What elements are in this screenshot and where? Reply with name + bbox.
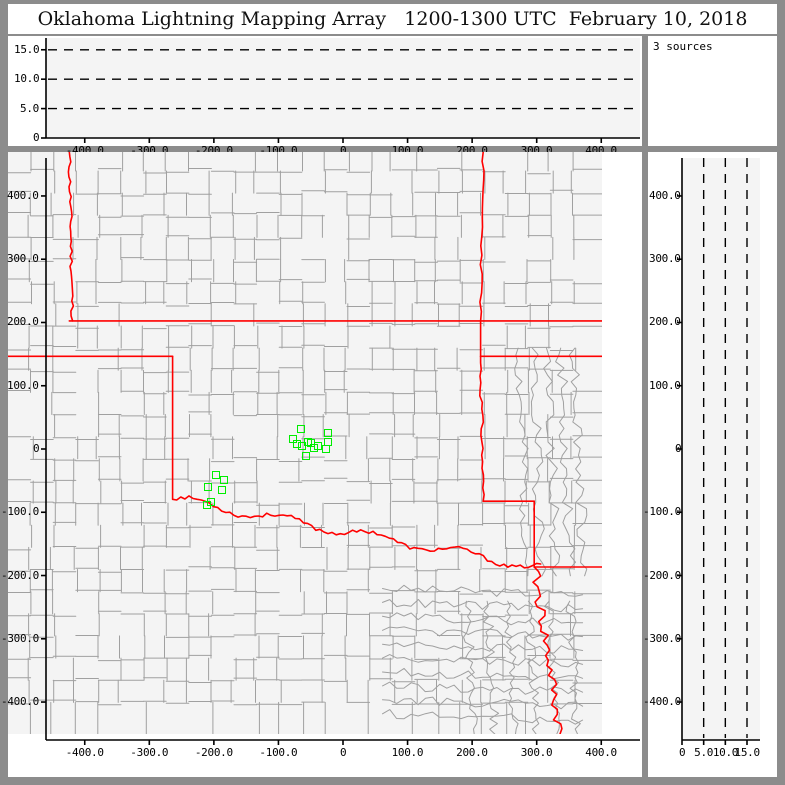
height-profile-axes: [677, 158, 760, 745]
map-plot-area[interactable]: [8, 152, 602, 734]
lightning-source-marker[interactable]: [219, 475, 228, 484]
lightning-source-marker[interactable]: [204, 483, 213, 492]
tick-label: -400.0: [65, 746, 104, 759]
tick-label: 0: [340, 746, 347, 759]
tick-label: 15.0: [14, 42, 40, 56]
source-count-label: 3 sources: [653, 40, 713, 53]
tick-label: 0: [679, 746, 686, 759]
lightning-source-marker[interactable]: [302, 451, 311, 460]
tick-label: -100.0: [259, 746, 298, 759]
tick-label: -200.0: [194, 746, 233, 759]
lightning-source-marker[interactable]: [307, 439, 316, 447]
tick-label: 200.0: [649, 315, 681, 329]
tick-label: -300.0: [643, 631, 681, 645]
title-bar: Oklahoma Lightning Mapping Array 1200-13…: [8, 4, 777, 34]
height-profile-panel: -400.0 -300.0 -200.0 -100.0 0 100.0 200.0 300.0…: [643, 152, 777, 777]
tick-label: 300.0: [520, 746, 553, 759]
tick-label: -100.0: [1, 505, 39, 519]
plan-view-map-panel[interactable]: -400.0 -300.0 -200.0 -100.0 0 100.0 200.0 300.0…: [1, 152, 642, 777]
tick-label: 400.0: [7, 188, 39, 202]
tick-label: 10.0: [712, 746, 739, 759]
tick-label: 15.0: [734, 746, 761, 759]
lightning-source-marker[interactable]: [324, 437, 333, 446]
tick-label: -200.0: [1, 568, 39, 582]
time-height-axes: [41, 38, 640, 143]
tick-label: -400.0: [643, 695, 681, 709]
source-count-panel: 3 sources: [648, 36, 777, 146]
lightning-source-marker[interactable]: [218, 485, 227, 494]
tick-label: 400.0: [649, 188, 681, 202]
tick-label: -200.0: [643, 568, 681, 582]
lightning-source-marker[interactable]: [202, 500, 211, 509]
lightning-source-marker[interactable]: [297, 425, 306, 434]
time-height-panel: 0 5.0 10.0 15.0 -400.0 -300.0 -200.0 -100.0 0 100…: [8, 36, 642, 157]
tick-label: 10.0: [14, 72, 40, 86]
tick-label: 5.0: [20, 101, 39, 115]
tick-label: 0: [340, 144, 347, 157]
lightning-source-marker[interactable]: [211, 470, 220, 479]
tick-label: 300.0: [649, 252, 681, 266]
lightning-source-marker[interactable]: [321, 445, 330, 454]
time-height-plot-area: [46, 38, 640, 138]
lightning-source-marker[interactable]: [313, 441, 322, 450]
tick-label: 100.0: [7, 378, 39, 392]
tick-label: 100.0: [391, 746, 424, 759]
page-title: Oklahoma Lightning Mapping Array 1200-13…: [37, 8, 748, 30]
tick-label: -300.0: [130, 746, 169, 759]
tick-label: -400.0: [1, 695, 39, 709]
tick-label: 0: [675, 442, 682, 455]
tick-label: 400.0: [585, 746, 617, 759]
tick-label: 200.0: [7, 315, 39, 329]
lightning-source-marker[interactable]: [324, 428, 333, 437]
lightning-source-marker[interactable]: [293, 440, 302, 449]
tick-label: 5.0: [694, 746, 714, 759]
tick-label: 200.0: [456, 746, 488, 759]
tick-label: -300.0: [1, 631, 39, 645]
tick-label: 100.0: [649, 378, 681, 392]
map-geography: [8, 152, 602, 734]
map-axes: [41, 158, 640, 745]
tick-label: -100.0: [643, 505, 681, 519]
tick-label: 0: [33, 131, 40, 144]
tick-label: 300.0: [7, 252, 39, 266]
tick-label: 0: [33, 442, 40, 455]
